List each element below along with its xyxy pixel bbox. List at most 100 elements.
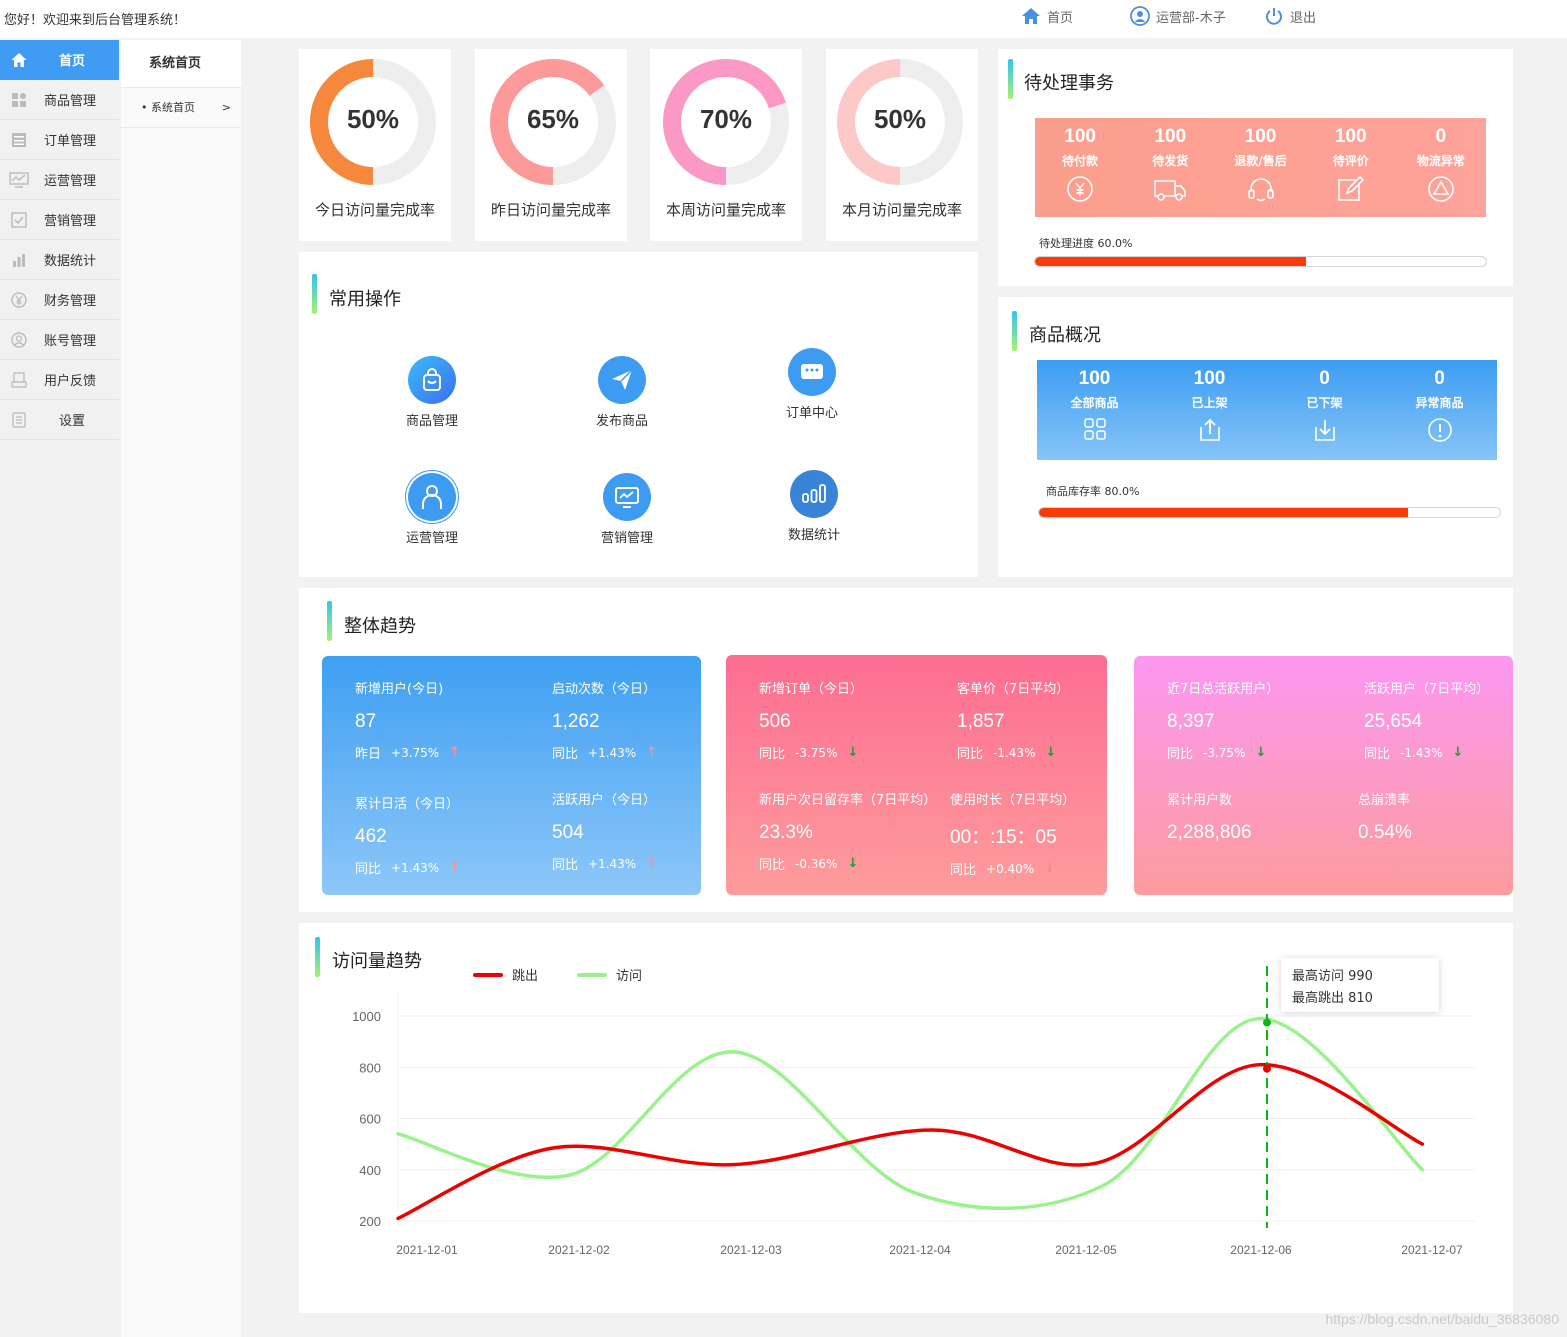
settings-icon (12, 412, 26, 428)
user-icon (11, 332, 27, 348)
visits-trend-title: 访问量趋势 (332, 951, 422, 972)
arrow-up-icon: ↑ (449, 860, 461, 875)
trend-box-orders: 新增订单（今日） 506 同比 -3.75% ↓ 客单价（7日平均） 1,857 同… (726, 655, 1107, 895)
goods-label: 全部商品 (1070, 396, 1119, 410)
quick-action-publish[interactable]: 发布商品 (567, 356, 677, 429)
sidebar-item-marketing[interactable]: 营销管理 (0, 200, 119, 240)
section-accent-bar (327, 601, 332, 641)
goods-item-listed[interactable]: 100 已上架 (1152, 360, 1267, 460)
monitor-icon (9, 172, 29, 188)
trend-cell: 总崩溃率 0.54% (1358, 789, 1412, 844)
trend-value: 00：:15：05 (950, 827, 1057, 848)
pending-item-review[interactable]: 100 待评价 (1306, 118, 1396, 217)
trend-box-users: 新增用户(今日) 87 昨日 +3.75% ↑ 启动次数（今日） 1,262 同比 +… (322, 656, 701, 895)
quick-action-operations[interactable]: 运营管理 (377, 473, 487, 546)
rate-arc (310, 59, 436, 185)
alert-circle-icon (1427, 418, 1452, 442)
person-icon (408, 473, 456, 521)
sidebar-item-label: 营销管理 (44, 214, 97, 229)
rate-label: 本周访问量完成率 (665, 201, 786, 219)
sidebar-item-settings[interactable]: 设置 (0, 400, 119, 440)
quick-action-statistics[interactable]: 数据统计 (759, 470, 869, 543)
rate-arc (663, 59, 789, 185)
nav-user-link[interactable]: 运营部-木子 (1130, 6, 1226, 26)
pending-item-logistics[interactable]: 0 物流异常 (1396, 118, 1486, 217)
nav-logout-link[interactable]: 退出 (1264, 6, 1316, 26)
sidebar-item-label: 账号管理 (44, 334, 97, 349)
trend-cell: 近7日总活跃用户） 8,397 同比 -3.75% ↓ (1167, 678, 1279, 762)
rate-donut (310, 59, 436, 185)
goods-item-all[interactable]: 100 全部商品 (1037, 360, 1152, 460)
goods-summary: 100 全部商品 100 已上架 0 已下架 0 异常商品 (1037, 360, 1497, 460)
legend-item-bounce[interactable]: 跳出 (473, 965, 538, 984)
sidebar-item-label: 首页 (59, 54, 86, 69)
goods-item-abnormal[interactable]: 0 异常商品 (1382, 360, 1497, 460)
sidebar-item-finance[interactable]: 财务管理 (0, 280, 119, 320)
goods-progress-fill (1039, 508, 1408, 517)
trend-value: 462 (355, 826, 387, 847)
rate-label: 今日访问量完成率 (314, 201, 435, 219)
power-icon (1266, 8, 1282, 25)
rate-value: 65% (526, 104, 580, 134)
home-icon (1022, 8, 1040, 24)
quick-action-goods[interactable]: 商品管理 (377, 356, 487, 429)
trend-value: 2,288,806 (1167, 822, 1252, 843)
shopping-bag-icon (408, 356, 456, 404)
pending-item-refund[interactable]: 100 退款/售后 (1215, 118, 1305, 217)
sidebar: 首页 商品管理 订单管理 运营管理 营销管理 数据统计 财务管理 账号管理 用户… (0, 40, 119, 1337)
chevron-right-icon: > (221, 101, 231, 114)
sidebar-item-label: 用户反馈 (44, 374, 97, 389)
subnav-item-dashboard[interactable]: • 系统首页 > (121, 88, 241, 128)
home-icon (11, 53, 27, 67)
pending-item-unshipped[interactable]: 100 待发货 (1125, 118, 1215, 217)
quick-action-marketing[interactable]: 营销管理 (572, 473, 682, 546)
trend-label: 启动次数（今日） (552, 682, 657, 697)
goods-item-delisted[interactable]: 0 已下架 (1267, 360, 1382, 460)
goods-label: 异常商品 (1415, 396, 1464, 410)
nav-home-link[interactable]: 首页 (1021, 6, 1073, 26)
sidebar-item-operations[interactable]: 运营管理 (0, 160, 119, 200)
tooltip-line: 最高跳出 810 (1292, 991, 1373, 1006)
arrow-down-icon: ↓ (1255, 745, 1267, 760)
trend-box-activity: 近7日总活跃用户） 8,397 同比 -3.75% ↓ 活跃用户（7日平均） 25,… (1134, 656, 1513, 895)
feedback-icon (11, 372, 27, 388)
trend-compare-label: 同比 (759, 858, 786, 873)
trend-label: 新用户次日留存率（7日平均） (759, 793, 937, 808)
pending-progress-label: 待处理进度 60.0% (1039, 237, 1133, 250)
rate-card-today: 50% 今日访问量完成率 (299, 49, 451, 241)
legend-swatch (577, 972, 607, 977)
quick-action-orders[interactable]: 订单中心 (757, 348, 867, 421)
arrow-down-icon: ↓ (1044, 861, 1056, 876)
download-icon (1314, 420, 1335, 441)
sidebar-item-accounts[interactable]: 账号管理 (0, 320, 119, 360)
trend-cell: 使用时长（7日平均） 00：:15：05 同比 +0.40% ↓ (950, 789, 1075, 878)
quick-action-label: 运营管理 (405, 531, 458, 546)
sidebar-item-feedback[interactable]: 用户反馈 (0, 360, 119, 400)
sidebar-item-goods[interactable]: 商品管理 (0, 80, 119, 120)
quick-action-label: 商品管理 (405, 414, 458, 429)
trend-cell: 客单价（7日平均） 1,857 同比 -1.43% ↓ (957, 678, 1069, 762)
order-icon (12, 133, 26, 147)
arrow-down-icon: ↓ (1045, 745, 1057, 760)
legend-item-visit[interactable]: 访问 (577, 965, 642, 984)
sidebar-item-statistics[interactable]: 数据统计 (0, 240, 119, 280)
goods-label: 已上架 (1191, 396, 1228, 410)
message-card-icon (788, 348, 836, 396)
trend-compare-label: 同比 (1364, 747, 1391, 762)
rate-arc (837, 59, 963, 185)
pending-count: 0 (1435, 126, 1447, 147)
upload-icon (1199, 418, 1220, 441)
pending-progress-bar (1034, 256, 1487, 267)
headset-icon (1247, 178, 1274, 202)
sidebar-item-home[interactable]: 首页 (0, 40, 119, 80)
trend-percent: -1.43% (993, 745, 1036, 760)
trend-percent: +1.43% (588, 856, 637, 871)
sidebar-item-orders[interactable]: 订单管理 (0, 120, 119, 160)
trend-compare-label: 同比 (355, 862, 382, 877)
quick-actions-title: 常用操作 (329, 289, 401, 310)
goods-panel: 商品概况 100 全部商品 100 已上架 0 已下架 0 异常商品 商品库存率… (998, 297, 1513, 577)
pending-count: 100 (1244, 126, 1277, 147)
pending-item-unpaid[interactable]: 100 待付款 (1035, 118, 1125, 217)
trend-compare-label: 同比 (552, 858, 579, 873)
trend-percent: +1.43% (588, 745, 637, 760)
